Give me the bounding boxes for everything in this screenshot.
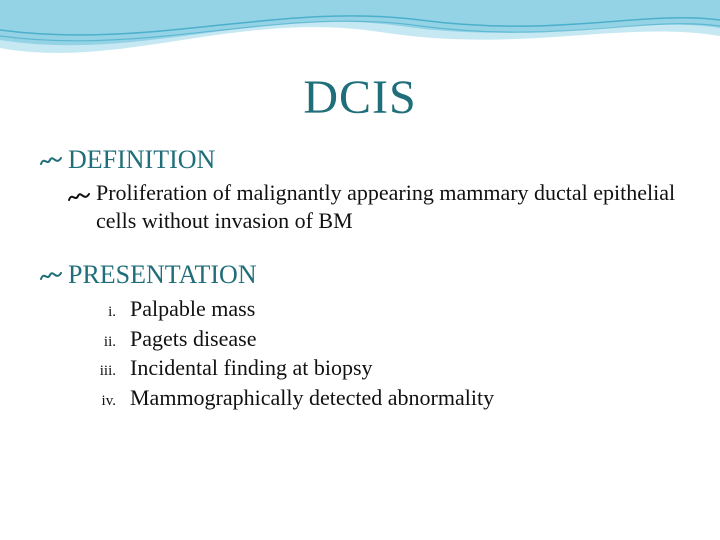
list-item-text: Pagets disease — [130, 324, 256, 354]
list-item: ii. Pagets disease — [90, 324, 680, 354]
list-item-text: Palpable mass — [130, 294, 255, 324]
squiggle-bullet-icon — [40, 260, 64, 290]
roman-marker: iv. — [90, 391, 130, 411]
section-heading-text: DEFINITION — [68, 145, 215, 175]
list-item: iv. Mammographically detected abnormalit… — [90, 383, 680, 413]
wave-path-3 — [0, 16, 720, 35]
wave-path-1 — [0, 0, 720, 53]
list-item: i. Palpable mass — [90, 294, 680, 324]
section-heading-definition: DEFINITION — [40, 145, 680, 175]
wave-decoration — [0, 0, 720, 80]
squiggle-bullet-icon — [40, 145, 64, 175]
list-item: iii. Incidental finding at biopsy — [90, 353, 680, 383]
wave-path-4 — [0, 21, 720, 41]
roman-list: i. Palpable mass ii. Pagets disease iii.… — [90, 294, 680, 413]
roman-marker: iii. — [90, 361, 130, 381]
squiggle-bullet-icon — [68, 183, 92, 211]
roman-marker: i. — [90, 302, 130, 322]
wave-path-2 — [0, 0, 720, 45]
list-item-text: Incidental finding at biopsy — [130, 353, 373, 383]
section-heading-presentation: PRESENTATION — [40, 260, 680, 290]
slide-title: DCIS — [40, 70, 680, 125]
sub-bullet-text: Proliferation of malignantly appearing m… — [96, 179, 680, 234]
list-item-text: Mammographically detected abnormality — [130, 383, 494, 413]
slide-content: DCIS DEFINITION Proliferation of maligna… — [0, 70, 720, 413]
section-heading-text: PRESENTATION — [68, 260, 257, 290]
sub-bullet-item: Proliferation of malignantly appearing m… — [68, 179, 680, 234]
roman-marker: ii. — [90, 332, 130, 352]
